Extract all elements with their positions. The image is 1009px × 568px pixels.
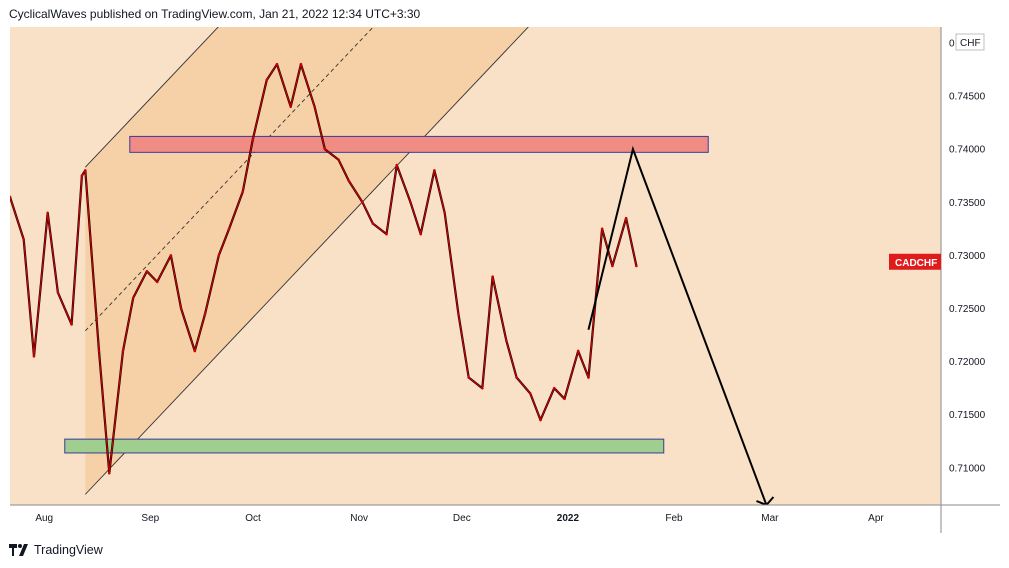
- price-point[interactable]: [241, 190, 245, 193]
- price-point[interactable]: [193, 349, 197, 353]
- channel-lower-line[interactable]: [84, 0, 941, 495]
- price-point[interactable]: [155, 280, 159, 284]
- price-point[interactable]: [443, 211, 446, 215]
- currency-label-box: [955, 33, 985, 51]
- price-point[interactable]: [323, 147, 327, 151]
- time-tick-label: Feb: [665, 513, 683, 524]
- price-point[interactable]: [635, 264, 638, 268]
- price-point[interactable]: [121, 349, 125, 353]
- price-point[interactable]: [491, 275, 494, 278]
- projection-path[interactable]: [587, 145, 768, 505]
- price-point[interactable]: [563, 397, 566, 401]
- price-tick-label: 0.71500: [949, 410, 986, 421]
- price-point[interactable]: [97, 349, 101, 353]
- symbol-price-tag[interactable]: [889, 253, 941, 270]
- price-point[interactable]: [467, 376, 470, 379]
- time-axis[interactable]: Aug Sep Oct Nov Dec 2022 Feb Mar Apr: [35, 513, 884, 524]
- price-tick-label: 0: [949, 38, 955, 49]
- price-point[interactable]: [299, 62, 303, 66]
- time-tick-label: Sep: [141, 513, 159, 524]
- price-point[interactable]: [347, 179, 351, 183]
- price-point[interactable]: [587, 376, 590, 379]
- tradingview-logo-icon: [9, 544, 28, 556]
- price-point[interactable]: [419, 232, 423, 236]
- price-point[interactable]: [385, 232, 388, 236]
- resistance-zone[interactable]: [129, 135, 709, 153]
- price-point[interactable]: [22, 238, 25, 241]
- price-tick-label: 0.72000: [949, 357, 986, 368]
- price-series-line[interactable]: [10, 63, 637, 474]
- price-point[interactable]: [145, 270, 149, 273]
- time-tick-label: 2022: [557, 513, 580, 524]
- price-point[interactable]: [70, 323, 73, 326]
- price-tick-label: 0.73000: [949, 251, 986, 262]
- support-zone[interactable]: [64, 438, 665, 454]
- price-point[interactable]: [9, 195, 12, 199]
- price-point[interactable]: [611, 264, 614, 268]
- price-point[interactable]: [131, 296, 135, 300]
- price-point[interactable]: [289, 105, 292, 108]
- price-point[interactable]: [505, 339, 508, 342]
- price-tick-label: 0.72500: [949, 304, 986, 315]
- price-point[interactable]: [203, 312, 207, 316]
- price-point[interactable]: [457, 312, 460, 316]
- price-point[interactable]: [481, 386, 484, 390]
- time-tick-label: Nov: [350, 513, 368, 524]
- price-point[interactable]: [337, 158, 340, 162]
- price-point[interactable]: [275, 62, 279, 66]
- price-point[interactable]: [433, 169, 436, 172]
- projection-arrowhead: [756, 496, 775, 505]
- price-point[interactable]: [313, 105, 316, 108]
- price-point[interactable]: [539, 418, 542, 422]
- price-point[interactable]: [624, 216, 628, 220]
- price-point[interactable]: [395, 163, 399, 167]
- price-point[interactable]: [552, 386, 556, 390]
- price-tick-label: 0.71000: [949, 463, 986, 474]
- price-tick-label: 0.73500: [949, 198, 986, 209]
- price-point[interactable]: [179, 307, 183, 310]
- price-point[interactable]: [107, 471, 111, 475]
- symbol-tag-label: CADCHF: [895, 258, 937, 269]
- price-point[interactable]: [265, 78, 269, 82]
- brand-name: TradingView: [34, 543, 103, 557]
- price-point[interactable]: [409, 200, 412, 204]
- price-point[interactable]: [515, 376, 518, 379]
- price-tick-label: 0.74500: [949, 92, 986, 103]
- publisher-line: CyclicalWaves published on TradingView.c…: [9, 7, 421, 21]
- price-point[interactable]: [361, 200, 364, 204]
- price-point[interactable]: [32, 354, 36, 358]
- price-point[interactable]: [56, 291, 60, 294]
- price-axis[interactable]: 0 0.74500 0.74000 0.73500 0.73000 0.72500 0.72…: [949, 33, 986, 474]
- price-point[interactable]: [251, 137, 255, 140]
- price-tick-label: 0.74000: [949, 145, 986, 156]
- price-point[interactable]: [576, 349, 580, 353]
- time-tick-label: Dec: [453, 513, 471, 524]
- price-point[interactable]: [84, 169, 87, 172]
- price-point[interactable]: [46, 211, 49, 215]
- tradingview-branding[interactable]: TradingView: [9, 543, 103, 557]
- price-point[interactable]: [528, 392, 532, 395]
- price-point[interactable]: [600, 227, 604, 231]
- currency-label: CHF: [960, 38, 981, 49]
- price-point[interactable]: [217, 254, 221, 257]
- time-tick-label: Mar: [761, 513, 779, 524]
- time-tick-label: Apr: [868, 513, 884, 524]
- price-point[interactable]: [169, 254, 173, 257]
- time-tick-label: Oct: [245, 513, 261, 524]
- time-tick-label: Aug: [35, 513, 53, 524]
- price-point[interactable]: [227, 227, 231, 231]
- price-point[interactable]: [80, 174, 84, 178]
- price-point[interactable]: [371, 222, 375, 225]
